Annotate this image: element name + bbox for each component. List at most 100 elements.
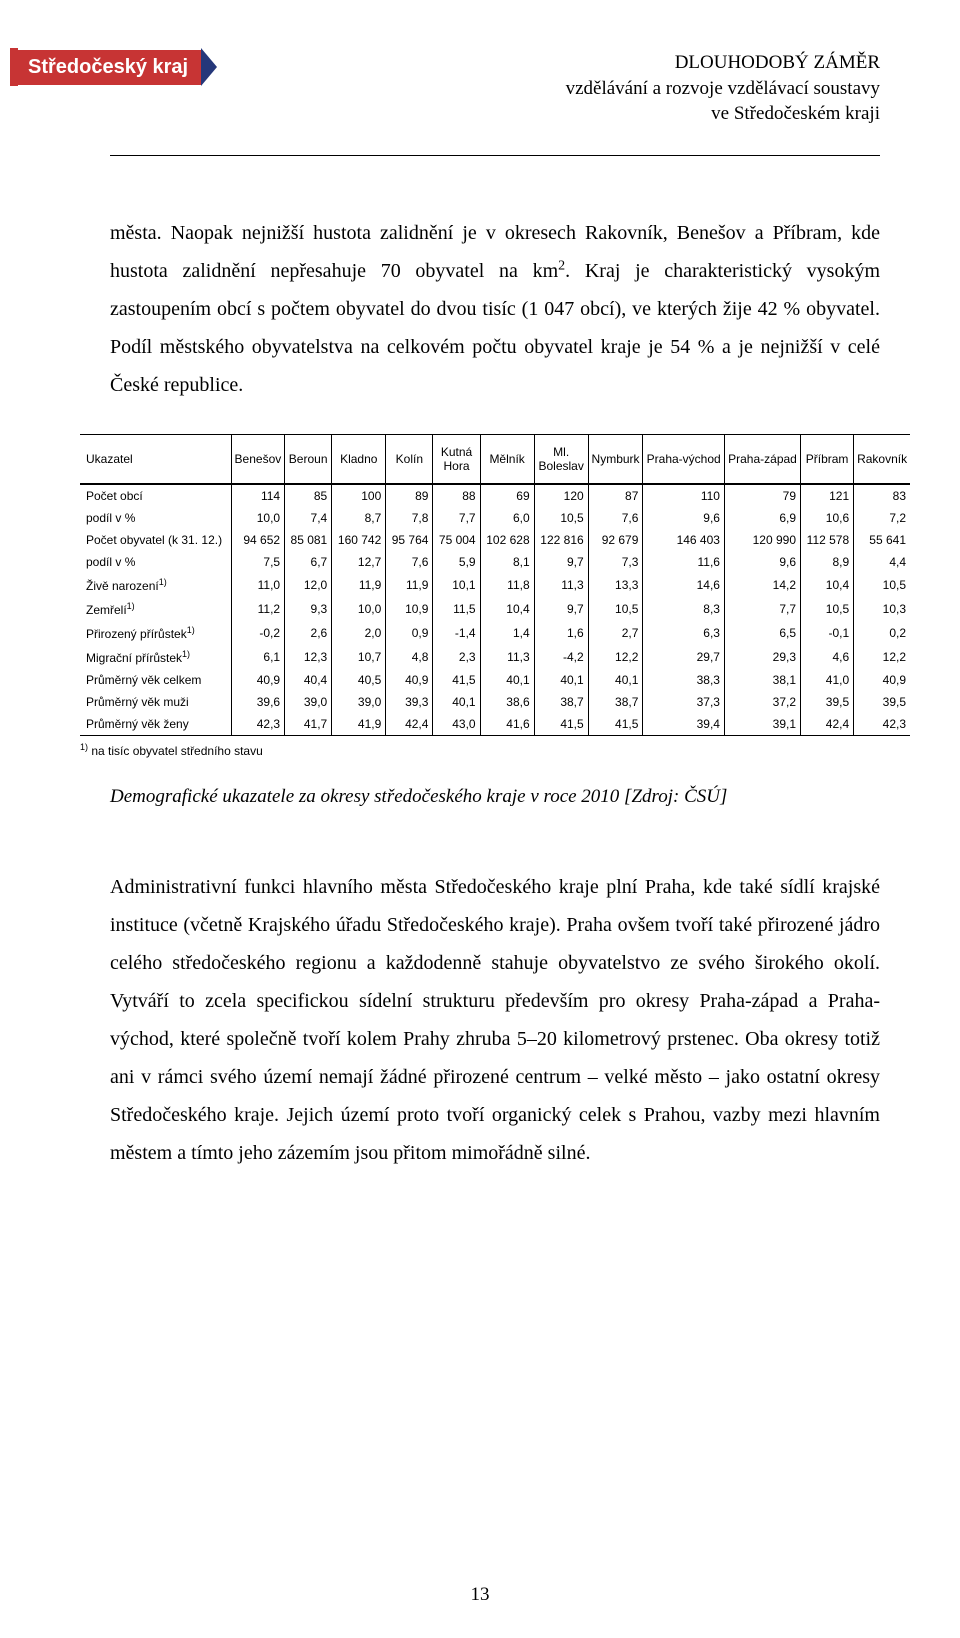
table-cell: 11,9 (386, 573, 433, 597)
table-cell: 10,0 (332, 597, 386, 621)
table-cell: 8,3 (643, 597, 725, 621)
table-cell: 12,2 (854, 645, 910, 669)
table-cell: 29,3 (724, 645, 800, 669)
footnote-text: na tisíc obyvatel středního stavu (88, 744, 263, 758)
table-cell: 41,9 (332, 713, 386, 736)
table-header-cell: Benešov (231, 434, 284, 484)
table-cell: 37,3 (643, 691, 725, 713)
table-cell: 7,7 (724, 597, 800, 621)
table-cell: 5,9 (433, 551, 480, 573)
table-cell: 40,1 (534, 669, 588, 691)
paragraph-1: města. Naopak nejnižší hustota zalidnění… (110, 214, 880, 404)
table-cell: -0,2 (231, 621, 284, 645)
table-cell: 9,7 (534, 551, 588, 573)
table-cell: -1,4 (433, 621, 480, 645)
table-cell: 0,9 (386, 621, 433, 645)
table-header-cell: Nymburk (588, 434, 643, 484)
table-row: Průměrný věk muži39,639,039,039,340,138,… (80, 691, 910, 713)
table-cell: 95 764 (386, 529, 433, 551)
table-cell: 40,5 (332, 669, 386, 691)
header-rule (110, 155, 880, 156)
badge-label: Středočeský kraj (18, 50, 202, 85)
table-cell: 7,7 (433, 507, 480, 529)
table-cell: 11,6 (643, 551, 725, 573)
table-cell: 10,5 (854, 573, 910, 597)
page-number: 13 (0, 1584, 960, 1606)
table-cell: 112 578 (801, 529, 854, 551)
table-row: Migrační přírůstek1)6,112,310,74,82,311,… (80, 645, 910, 669)
table-cell: 1,6 (534, 621, 588, 645)
table-header-cell: Rakovník (854, 434, 910, 484)
table-cell: 39,6 (231, 691, 284, 713)
table-cell: 79 (724, 484, 800, 507)
table-cell: 10,4 (480, 597, 534, 621)
table-cell: 42,3 (854, 713, 910, 736)
table-cell: 11,3 (480, 645, 534, 669)
table-cell: 2,7 (588, 621, 643, 645)
table-cell: 89 (386, 484, 433, 507)
table-cell: 10,7 (332, 645, 386, 669)
table-cell: 10,5 (534, 507, 588, 529)
table-header-cell: Ukazatel (80, 434, 231, 484)
table-cell: 6,0 (480, 507, 534, 529)
table-cell: 92 679 (588, 529, 643, 551)
row-label: Průměrný věk muži (80, 691, 231, 713)
table-cell: 11,2 (231, 597, 284, 621)
table-cell: 88 (433, 484, 480, 507)
table-cell: 55 641 (854, 529, 910, 551)
table-cell: 0,2 (854, 621, 910, 645)
table-cell: 10,3 (854, 597, 910, 621)
table-cell: 9,6 (724, 551, 800, 573)
table-header-cell: Kolín (386, 434, 433, 484)
table-cell: 114 (231, 484, 284, 507)
table-header-cell: Praha-východ (643, 434, 725, 484)
region-badge: Středočeský kraj (10, 48, 217, 86)
table-cell: 41,6 (480, 713, 534, 736)
table-cell: 4,4 (854, 551, 910, 573)
table-cell: 160 742 (332, 529, 386, 551)
demographics-table-wrap: UkazatelBenešovBerounKladnoKolínKutnáHor… (80, 434, 910, 736)
table-header-cell: Beroun (285, 434, 332, 484)
table-cell: 9,7 (534, 597, 588, 621)
table-cell: 75 004 (433, 529, 480, 551)
table-cell: 6,3 (643, 621, 725, 645)
table-cell: 42,3 (231, 713, 284, 736)
badge-accent-bar (10, 48, 18, 86)
table-cell: 10,5 (588, 597, 643, 621)
table-cell: 14,2 (724, 573, 800, 597)
table-cell: 146 403 (643, 529, 725, 551)
table-cell: 2,3 (433, 645, 480, 669)
table-row: Počet obcí11485100898869120871107912183 (80, 484, 910, 507)
table-cell: 40,9 (231, 669, 284, 691)
table-header-cell: Praha-západ (724, 434, 800, 484)
table-cell: 10,9 (386, 597, 433, 621)
table-cell: 41,5 (433, 669, 480, 691)
table-cell: 10,6 (801, 507, 854, 529)
table-cell: 122 816 (534, 529, 588, 551)
table-cell: 29,7 (643, 645, 725, 669)
table-cell: 38,1 (724, 669, 800, 691)
table-cell: 10,1 (433, 573, 480, 597)
table-cell: 13,3 (588, 573, 643, 597)
table-cell: 41,5 (588, 713, 643, 736)
header-line-1: DLOUHODOBÝ ZÁMĚR (566, 50, 880, 76)
table-cell: 7,5 (231, 551, 284, 573)
table-cell: 38,6 (480, 691, 534, 713)
table-cell: 12,2 (588, 645, 643, 669)
table-cell: 8,1 (480, 551, 534, 573)
table-cell: 7,8 (386, 507, 433, 529)
table-cell: 39,0 (285, 691, 332, 713)
table-cell: 83 (854, 484, 910, 507)
table-cell: 7,3 (588, 551, 643, 573)
table-cell: 10,0 (231, 507, 284, 529)
table-row: Přirozený přírůstek1)-0,22,62,00,9-1,41,… (80, 621, 910, 645)
table-cell: 94 652 (231, 529, 284, 551)
badge-chevron-icon (201, 48, 217, 86)
table-cell: -4,2 (534, 645, 588, 669)
table-cell: 6,5 (724, 621, 800, 645)
paragraph-2: Administrativní funkci hlavního města St… (110, 868, 880, 1172)
table-cell: 100 (332, 484, 386, 507)
table-cell: 42,4 (386, 713, 433, 736)
table-caption: Demografické ukazatele za okresy středoč… (110, 786, 880, 808)
table-cell: 9,3 (285, 597, 332, 621)
